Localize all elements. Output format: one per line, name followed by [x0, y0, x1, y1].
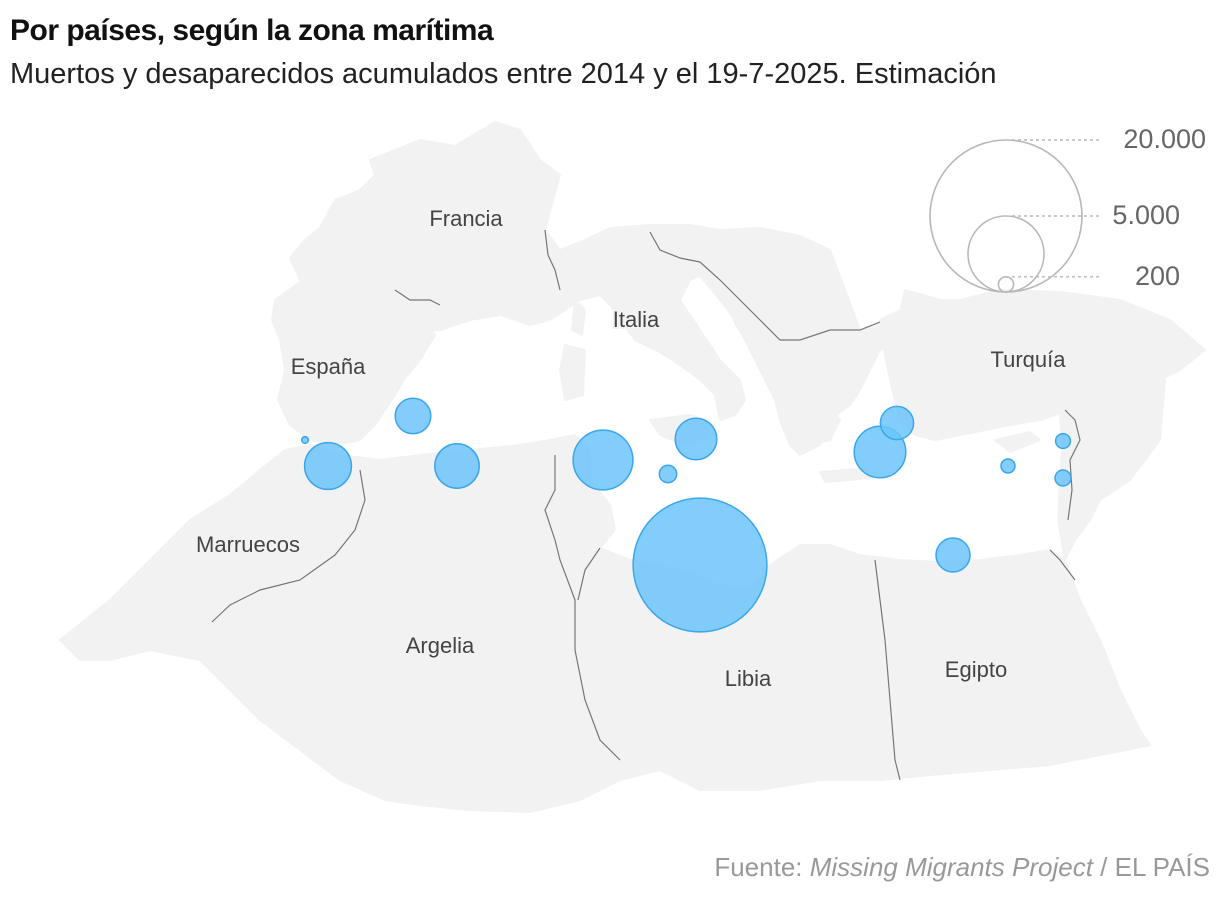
country-label-francia: Francia [429, 206, 503, 231]
land-levant [1057, 379, 1166, 561]
bubble-libya-central [632, 497, 768, 633]
country-label-turquia: Turquía [990, 347, 1066, 372]
bubble-malta [658, 464, 678, 484]
chart-subtitle: Muertos y desaparecidos acumulados entre… [10, 58, 997, 90]
country-label-italia: Italia [613, 307, 660, 332]
land-north-africa [59, 434, 1151, 813]
legend-label-200: 200 [1135, 261, 1180, 291]
border-france-italy [544, 229, 561, 291]
bubbles-layer [300, 397, 1072, 633]
size-legend: 20.000 5.000 200 [929, 124, 1206, 293]
land-cyprus [994, 431, 1041, 453]
bubble-israel [1054, 469, 1072, 487]
borders-layer [211, 229, 1081, 781]
land-sardinia [559, 344, 586, 401]
country-label-libia: Libia [725, 666, 772, 691]
source-suffix: / EL PAÍS [1092, 852, 1210, 882]
bubble-balearic [394, 397, 432, 435]
bubble-strait-gibraltar [300, 435, 310, 445]
border-libya-egypt [874, 559, 901, 781]
country-labels: Francia Italia España Turquía Marruecos … [194, 204, 1068, 693]
land-europe [289, 121, 961, 456]
land-corsica [571, 299, 586, 336]
land-greece [769, 329, 841, 446]
legend-circle-5000 [967, 215, 1045, 293]
source-prefix: Fuente: [714, 852, 810, 882]
bubble-algeria-west [303, 441, 353, 491]
land-crete [819, 467, 873, 483]
bubble-alboran [434, 443, 480, 489]
border-france-spain [394, 289, 441, 306]
bubble-egypt-coast [935, 537, 971, 573]
border-algeria-libya-south [574, 649, 621, 761]
bubble-aegean-north [879, 405, 915, 441]
legend-label-5000: 5.000 [1112, 200, 1180, 230]
border-levant-north [1064, 409, 1081, 521]
border-balkans [699, 261, 881, 341]
bubble-tunisia-coast [572, 429, 634, 491]
source-italic: Missing Migrants Project [809, 852, 1093, 882]
bubble-cyprus [1000, 458, 1016, 474]
country-label-espana: España [291, 354, 366, 379]
country-label-marruecos: Marruecos [196, 532, 300, 557]
border-algeria-tunisia [544, 455, 576, 650]
border-italy-east [649, 231, 701, 263]
land-iberia [271, 281, 436, 446]
legend-label-20000: 20.000 [1123, 124, 1206, 154]
country-label-argelia: Argelia [406, 633, 475, 658]
source-note: Fuente: Missing Migrants Project / EL PA… [714, 852, 1210, 883]
legend-circle-20000 [929, 139, 1083, 293]
bubble-lebanon [1054, 432, 1072, 450]
border-morocco-algeria [211, 469, 366, 623]
border-tunisia-libya [577, 547, 601, 601]
border-egypt-levant [1049, 549, 1076, 581]
land-layer [59, 121, 1206, 813]
country-label-egipto: Egipto [945, 657, 1007, 682]
bubble-sicily-south [674, 417, 718, 461]
chart-title: Por países, según la zona marítima [10, 14, 494, 47]
